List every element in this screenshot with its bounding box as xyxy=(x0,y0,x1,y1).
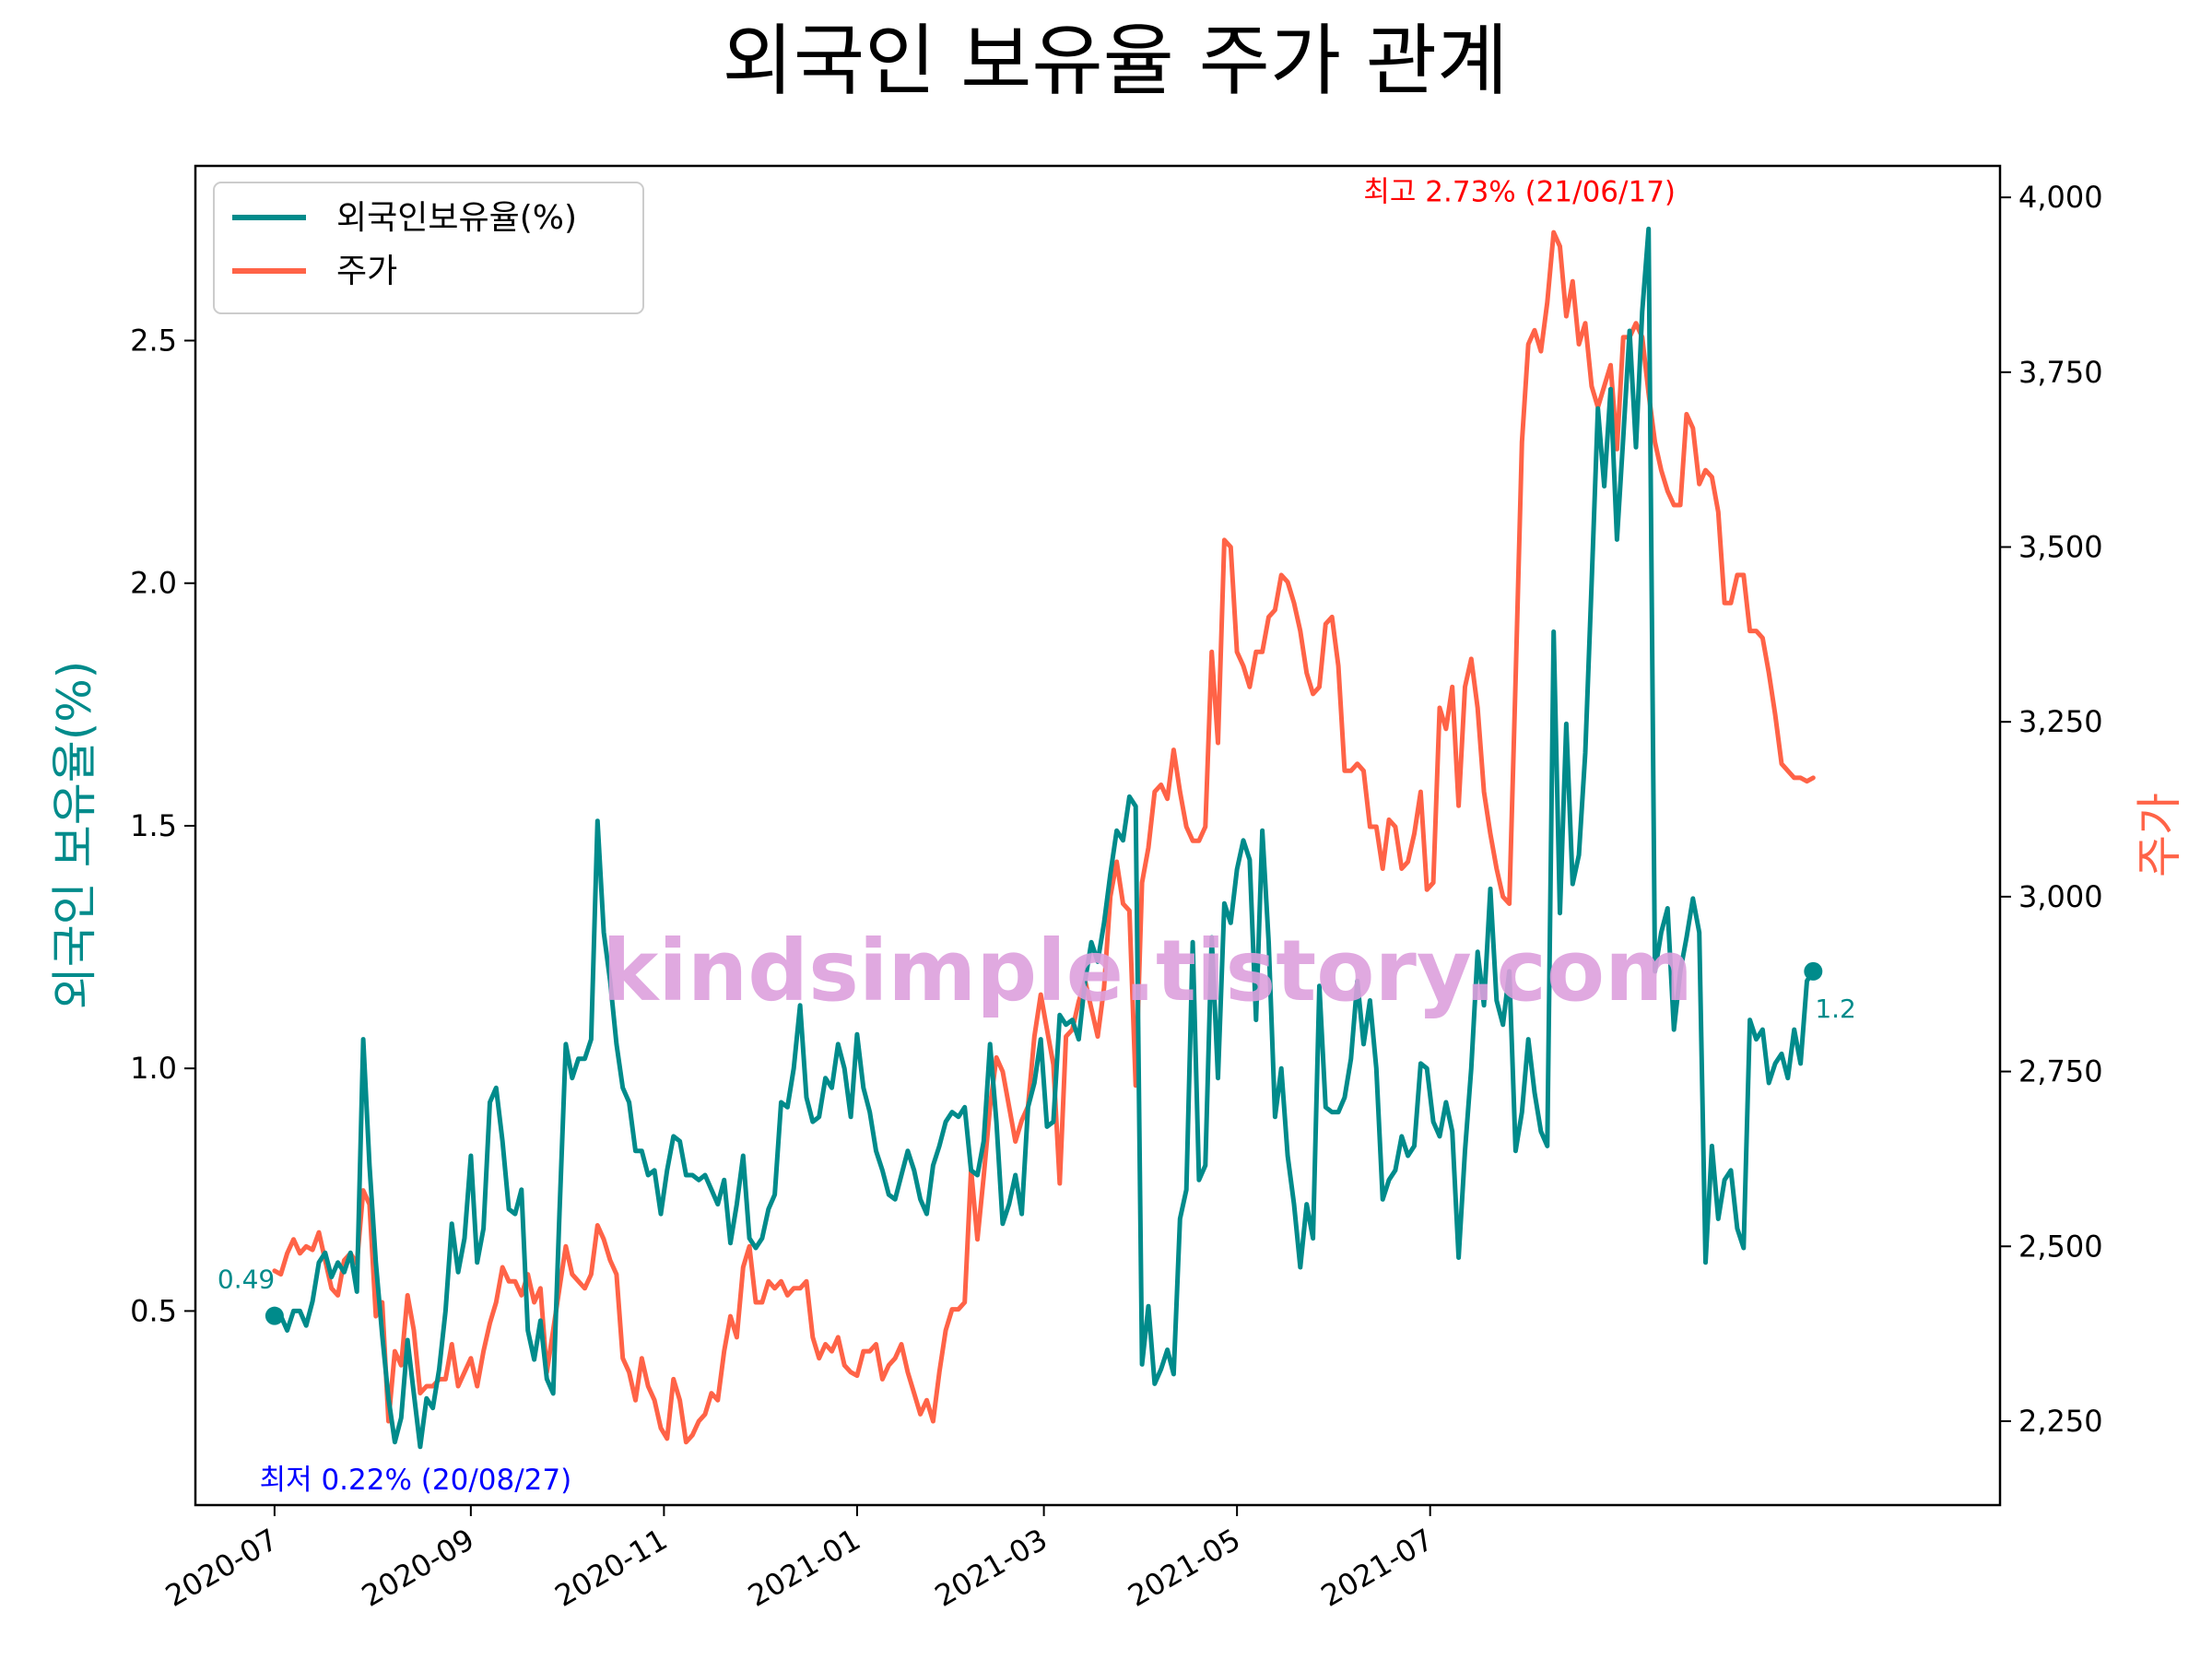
x-tick-label: 2021-01 xyxy=(742,1522,866,1614)
y-left-tick-label: 2.5 xyxy=(130,324,177,359)
y-right-tick-label: 2,250 xyxy=(2018,1404,2103,1439)
x-tick-label: 2021-05 xyxy=(1122,1522,1246,1614)
y-axis-left-label: 외국인 보유율(%) xyxy=(48,661,101,1009)
series-line-ownership xyxy=(272,226,1816,1450)
start-value-label: 0.49 xyxy=(218,1265,275,1295)
y-left-tick-label: 1.0 xyxy=(130,1051,177,1086)
legend-box xyxy=(213,182,644,314)
x-tick-label: 2020-09 xyxy=(356,1522,480,1614)
plot-area xyxy=(194,164,2002,1507)
y-right-tick-label: 4,000 xyxy=(2018,180,2103,215)
chart-title: 외국인 보유율 주가 관계 xyxy=(723,16,1509,106)
x-tick-label: 2021-07 xyxy=(1315,1522,1440,1614)
end-value-label: 1.2 xyxy=(1815,994,1856,1024)
y-axis-right-label: 주가 xyxy=(2133,793,2186,877)
series-line-price xyxy=(272,229,1816,1445)
x-tick-label: 2020-07 xyxy=(159,1522,284,1614)
y-left-tick-label: 0.5 xyxy=(130,1293,177,1328)
start-point-marker xyxy=(265,1306,284,1325)
plot-border xyxy=(194,164,2002,1507)
min-annotation: 최저 0.22% (20/08/27) xyxy=(260,1464,572,1497)
y-right-tick-label: 3,750 xyxy=(2018,355,2103,390)
y-left-tick-label: 2.0 xyxy=(130,566,177,601)
x-axis: 2020-07 2020-09 2020-11 2021-01 2021-03 2021-… xyxy=(159,1505,1440,1614)
max-annotation: 최고 2.73% (21/06/17) xyxy=(1363,175,1676,208)
y-right-tick-label: 2,500 xyxy=(2018,1229,2103,1264)
y-right-tick-label: 3,250 xyxy=(2018,704,2103,739)
legend-label-price: 주가 xyxy=(336,253,397,290)
y-right-tick-label: 3,500 xyxy=(2018,530,2103,565)
y-right-tick-label: 2,750 xyxy=(2018,1054,2103,1089)
watermark: kindsimple.tistory.com xyxy=(602,922,1693,1020)
series-layer xyxy=(272,226,1816,1450)
legend: 외국인보유율(%) 주가 xyxy=(213,182,644,314)
y-axis-left: 0.5 1.0 1.5 2.0 2.5 xyxy=(130,324,195,1328)
marker-layer xyxy=(265,961,1823,1325)
end-point-marker xyxy=(1804,961,1823,981)
legend-label-ownership: 외국인보유율(%) xyxy=(336,199,577,237)
x-tick-label: 2021-03 xyxy=(929,1522,1053,1614)
y-right-tick-label: 3,000 xyxy=(2018,879,2103,914)
y-axis-right: 2,250 2,500 2,750 3,000 3,250 3,500 3,750 4,000 xyxy=(2000,180,2103,1439)
plot-frame xyxy=(195,166,2000,1505)
x-tick-label: 2020-11 xyxy=(549,1522,674,1614)
y-left-tick-label: 1.5 xyxy=(130,808,177,843)
